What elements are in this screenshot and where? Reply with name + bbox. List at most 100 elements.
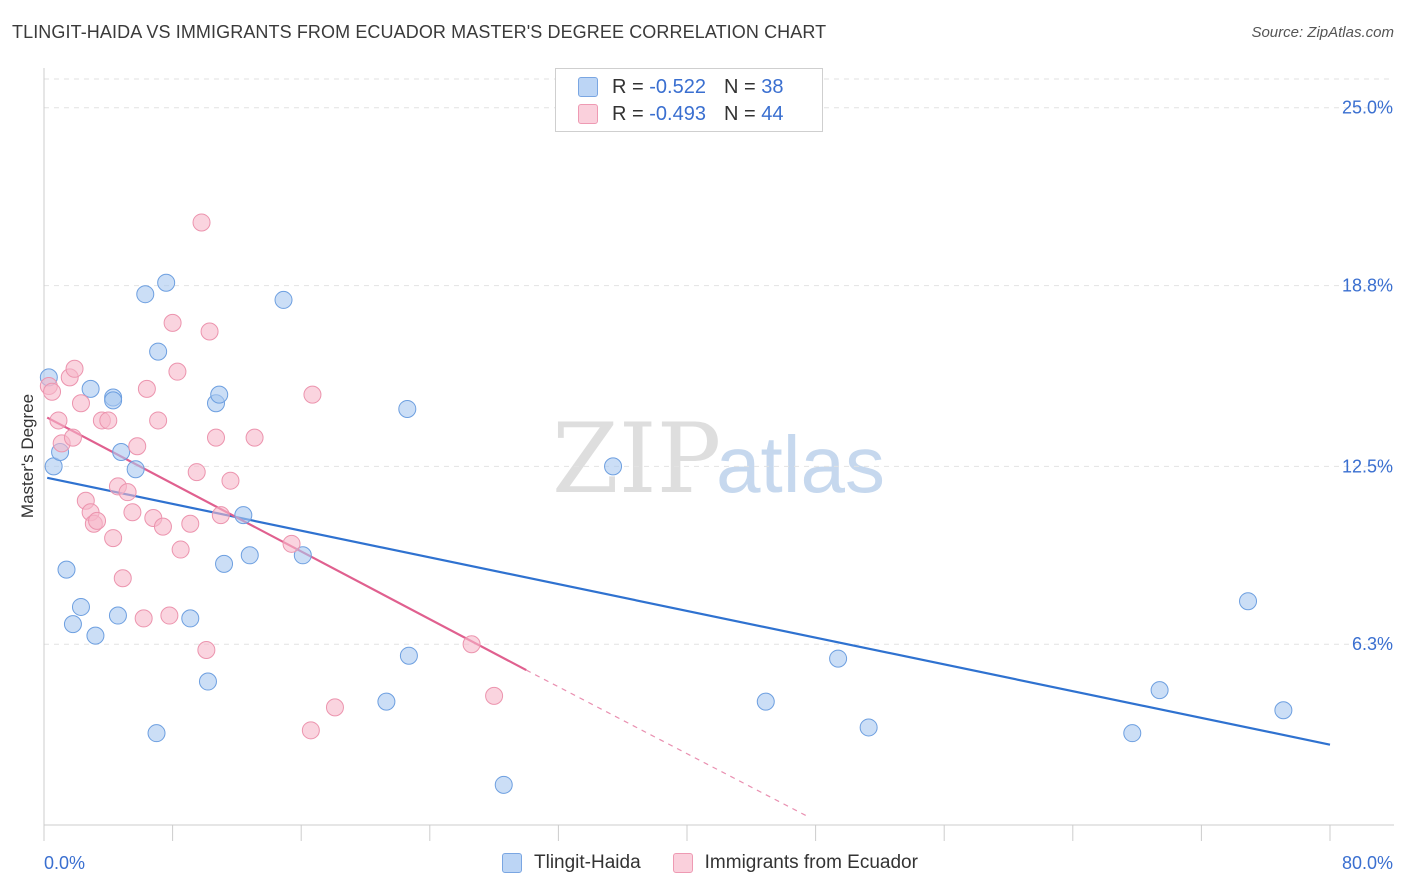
legend-n-value: 38 — [761, 75, 784, 98]
point-ecuador-33 — [200, 322, 219, 341]
legend-swatch-pink — [672, 853, 693, 873]
point-tlingit-32 — [859, 718, 878, 737]
legend-n-value: 44 — [761, 102, 784, 125]
trend-line-0 — [46, 476, 1331, 746]
point-ecuador-16 — [113, 569, 132, 588]
point-ecuador-19 — [128, 437, 147, 456]
y-tick-label-0: 6.3% — [1352, 634, 1393, 654]
source-label: Source: ZipAtlas.com — [1251, 24, 1394, 41]
series-legend: Tlingit-Haida Immigrants from Ecuador — [502, 852, 950, 874]
point-tlingit-14 — [149, 342, 168, 361]
point-ecuador-6 — [65, 359, 84, 378]
point-tlingit-15 — [157, 273, 176, 292]
point-ecuador-23 — [149, 411, 168, 430]
legend-r-value: -0.522 — [649, 75, 706, 98]
point-ecuador-29 — [181, 514, 200, 533]
point-tlingit-3 — [57, 560, 76, 579]
chart-title: TLINGIT-HAIDA VS IMMIGRANTS FROM ECUADOR… — [12, 22, 827, 42]
point-ecuador-30 — [187, 463, 206, 482]
point-tlingit-26 — [398, 399, 417, 418]
y-axis-label: Master's Degree — [18, 394, 37, 518]
point-ecuador-1 — [43, 382, 62, 401]
series-0-points — [39, 273, 1293, 794]
watermark: ZIP atlas — [552, 403, 885, 515]
x-tick-label-max: 80.0% — [1342, 853, 1393, 873]
series-1-points — [39, 213, 504, 740]
legend-item-tlingit: Tlingit-Haida — [502, 852, 641, 874]
point-tlingit-33 — [1123, 724, 1142, 743]
point-ecuador-43 — [485, 686, 504, 705]
point-ecuador-34 — [207, 428, 226, 447]
point-ecuador-42 — [462, 635, 481, 654]
legend-r-label: R = — [612, 102, 644, 125]
point-tlingit-19 — [210, 385, 229, 404]
axes — [43, 68, 1394, 841]
watermark-zip: ZIP — [552, 403, 721, 515]
legend-label-ecuador: Immigrants from Ecuador — [704, 852, 918, 873]
point-tlingit-5 — [71, 597, 90, 616]
point-ecuador-21 — [137, 379, 156, 398]
point-tlingit-6 — [81, 379, 100, 398]
point-ecuador-40 — [303, 385, 322, 404]
trend-extension-1 — [525, 669, 808, 817]
point-ecuador-20 — [134, 609, 153, 628]
point-tlingit-30 — [756, 692, 775, 711]
legend-row-ecuador: R = -0.493 N = 44 — [578, 102, 783, 126]
data-points — [39, 213, 1293, 794]
point-tlingit-24 — [293, 546, 312, 565]
y-tick-labels: 6.3% 12.5% 18.8% 25.0% — [1342, 98, 1393, 655]
y-tick-label-1: 12.5% — [1342, 456, 1393, 476]
legend-r-value: -0.493 — [649, 102, 706, 125]
point-ecuador-35 — [211, 506, 230, 525]
point-tlingit-35 — [1239, 592, 1258, 611]
point-tlingit-28 — [494, 775, 513, 794]
point-ecuador-27 — [168, 362, 187, 381]
point-ecuador-32 — [197, 640, 216, 659]
point-ecuador-26 — [163, 313, 182, 332]
x-tick-labels: 0.0% 80.0% — [44, 853, 1393, 873]
point-ecuador-18 — [123, 503, 142, 522]
point-tlingit-16 — [181, 609, 200, 628]
legend-r-label: R = — [612, 75, 644, 98]
correlation-legend: R = -0.522 N = 38 R = -0.493 N = 44 — [555, 68, 823, 132]
point-ecuador-25 — [160, 606, 179, 625]
point-tlingit-7 — [86, 626, 105, 645]
point-ecuador-13 — [99, 411, 118, 430]
legend-swatch-blue — [578, 77, 598, 97]
point-tlingit-29 — [604, 457, 623, 476]
point-tlingit-31 — [829, 649, 848, 668]
point-tlingit-21 — [234, 506, 253, 525]
legend-n-label: N = — [723, 102, 756, 125]
point-tlingit-17 — [198, 672, 217, 691]
point-ecuador-38 — [282, 534, 301, 553]
point-ecuador-7 — [71, 394, 90, 413]
point-tlingit-13 — [147, 724, 166, 743]
point-ecuador-39 — [301, 721, 320, 740]
point-tlingit-27 — [399, 646, 418, 665]
point-tlingit-9 — [108, 606, 127, 625]
y-tick-label-3: 25.0% — [1342, 98, 1393, 118]
point-tlingit-36 — [1274, 701, 1293, 720]
watermark-atlas: atlas — [716, 420, 885, 509]
point-tlingit-22 — [240, 546, 259, 565]
point-ecuador-24 — [153, 517, 172, 536]
legend-label-tlingit: Tlingit-Haida — [534, 852, 641, 873]
point-tlingit-4 — [63, 615, 82, 634]
legend-n-label: N = — [723, 75, 756, 98]
point-ecuador-14 — [104, 529, 123, 548]
legend-row-tlingit: R = -0.522 N = 38 — [578, 75, 783, 99]
point-tlingit-11 — [126, 460, 145, 479]
legend-item-ecuador: Immigrants from Ecuador — [672, 852, 918, 874]
point-ecuador-41 — [325, 698, 344, 717]
point-ecuador-37 — [245, 428, 264, 447]
legend-swatch-blue — [502, 853, 522, 873]
point-ecuador-5 — [63, 428, 82, 447]
point-tlingit-25 — [377, 692, 396, 711]
point-ecuador-2 — [49, 411, 68, 430]
legend-swatch-pink — [578, 104, 598, 124]
point-ecuador-36 — [221, 471, 240, 490]
point-tlingit-12 — [136, 285, 155, 304]
point-tlingit-23 — [274, 290, 293, 309]
point-tlingit-34 — [1150, 681, 1169, 700]
